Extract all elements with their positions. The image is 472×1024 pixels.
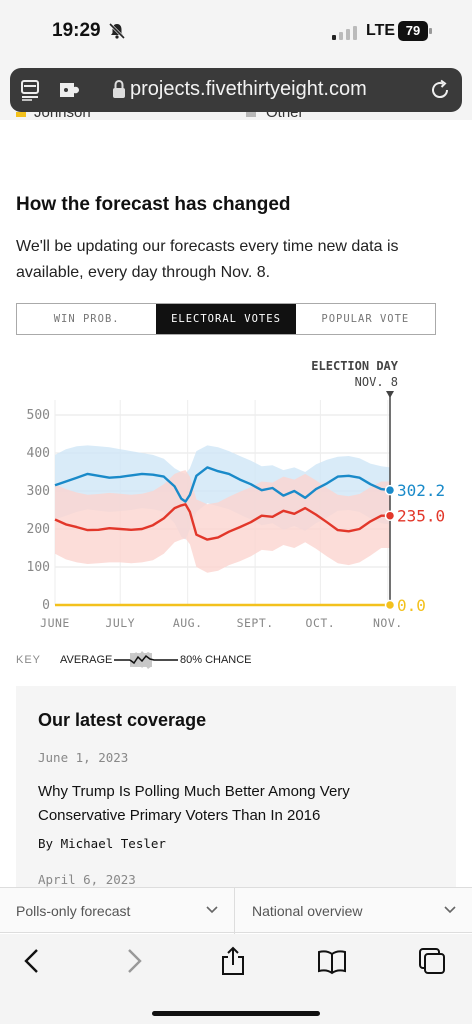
key-sample-icon (114, 651, 178, 669)
address-bar[interactable]: projects.fivethirtyeight.com (10, 68, 462, 112)
key-chance-label: 80% CHANCE (180, 654, 252, 666)
forecast-selectors: Polls-only forecast National overview (0, 887, 472, 934)
johnson-swatch (16, 112, 26, 117)
silent-bell-icon (108, 22, 126, 40)
election-day-marker (386, 391, 394, 398)
bookmarks-icon[interactable] (317, 946, 347, 976)
coverage-title: Our latest coverage (38, 710, 207, 730)
coverage-next-date: April 6, 2023 (38, 872, 136, 887)
share-icon[interactable] (218, 946, 248, 976)
x-tick-label: JUNE (40, 616, 70, 630)
x-tick-label: JULY (105, 616, 135, 630)
overview-value: National overview (252, 903, 363, 919)
y-tick-label: 400 (27, 446, 50, 461)
chart-tabs: WIN PROB. ELECTORAL VOTES POPULAR VOTE (16, 303, 436, 335)
forecast-type-select[interactable]: Polls-only forecast (0, 888, 235, 934)
tab-popular-vote[interactable]: POPULAR VOTE (321, 313, 410, 325)
key-label: KEY (16, 654, 42, 666)
browser-toolbar (0, 934, 472, 1024)
section-title: How the forecast has changed (16, 194, 291, 215)
y-tick-label: 200 (27, 522, 50, 537)
tabs-icon[interactable] (417, 946, 447, 976)
battery-level: 79 (405, 23, 421, 38)
x-tick-label: NOV. (373, 616, 403, 630)
series-line (54, 466, 391, 503)
forecast-type-value: Polls-only forecast (16, 903, 131, 919)
overview-select[interactable]: National overview (236, 888, 472, 934)
y-tick-label: 0 (42, 598, 50, 613)
x-tick-label: SEPT. (237, 616, 274, 630)
reader-mode-icon[interactable] (20, 79, 42, 101)
election-day-date: NOV. 8 (355, 375, 398, 389)
coverage-byline: By Michael Tesler (38, 836, 166, 851)
chevron-down-icon (444, 906, 456, 914)
series-end-point (384, 510, 396, 521)
coverage-date: June 1, 2023 (38, 750, 129, 765)
network-type: LTE (366, 22, 396, 39)
status-bar: 19:29 LTE 79 (0, 0, 472, 62)
x-tick-label: AUG. (173, 616, 203, 630)
series-line (54, 503, 390, 541)
url-text[interactable]: projects.fivethirtyeight.com (130, 78, 367, 100)
y-tick-label: 100 (27, 560, 50, 575)
reload-icon[interactable] (428, 78, 452, 102)
y-tick-label: 300 (27, 484, 50, 499)
x-tick-label: OCT. (306, 616, 336, 630)
candidate-legend-partial: Johnson Other (0, 112, 472, 130)
extension-icon[interactable] (58, 80, 84, 100)
election-day-title: ELECTION DAY (311, 359, 398, 373)
back-icon[interactable] (18, 946, 48, 976)
cellular-signal-icon (332, 26, 357, 40)
series-end-label: 0.0 (397, 596, 426, 615)
lock-icon (113, 79, 125, 98)
tab-electoral-votes[interactable]: ELECTORAL VOTES (156, 304, 296, 334)
battery-icon (398, 21, 432, 41)
y-tick-label: 500 (27, 408, 50, 423)
johnson-label: Johnson (34, 112, 91, 121)
tab-win-prob[interactable]: WIN PROB. (53, 313, 120, 325)
series-end-label: 302.2 (397, 481, 445, 500)
section-description: We'll be updating our forecasts every ti… (16, 238, 399, 281)
key-average-label: AVERAGE (60, 654, 113, 666)
status-time: 19:29 (52, 20, 101, 41)
other-label: Other (266, 112, 304, 121)
other-swatch (246, 112, 256, 117)
series-end-label: 235.0 (397, 507, 445, 526)
latest-coverage-card: Our latest coverage June 1, 2023 Why Tru… (16, 686, 456, 896)
electoral-votes-chart: 0 100 200 300 400 500 JUNE JULY AUG. SEPT. OCT. NOV… (27, 359, 446, 630)
browser-address-area: projects.fivethirtyeight.com (0, 62, 472, 120)
series-end-point (384, 484, 396, 496)
home-indicator (152, 1011, 320, 1016)
chevron-down-icon (206, 906, 218, 914)
forward-icon[interactable] (118, 946, 148, 976)
coverage-headline-link[interactable]: Why Trump Is Polling Much Better Among V… (38, 783, 350, 824)
series-end-point (384, 599, 396, 611)
